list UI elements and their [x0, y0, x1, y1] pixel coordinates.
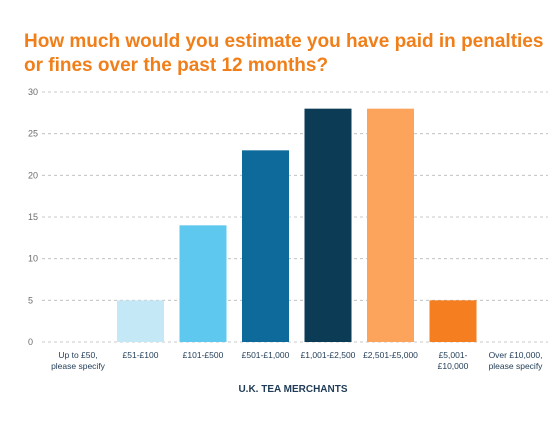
x-tick-label: £101-£500: [183, 350, 224, 360]
bar: [117, 300, 164, 342]
x-tick-label: £5,001-£10,000: [438, 350, 469, 371]
y-tick-label: 25: [28, 129, 38, 139]
y-tick-label: 5: [28, 295, 33, 305]
bar: [367, 108, 414, 343]
bar: [179, 225, 227, 342]
y-tick-label: 10: [28, 254, 38, 264]
x-tick-label: £501-£1,000: [242, 350, 290, 360]
y-axis-ticks: 0 5 10 15 20 25 30: [28, 87, 38, 347]
x-tick-label: £51-£100: [123, 350, 159, 360]
y-tick-label: 15: [28, 212, 38, 222]
x-tick-label: Over £10,000, please specify: [489, 350, 544, 371]
bars: [117, 108, 477, 343]
bar: [304, 108, 352, 343]
y-tick-label: 20: [28, 170, 38, 180]
x-tick-label: Up to £50, please specify: [51, 350, 106, 371]
x-axis-label: U.K. TEA MERCHANTS: [238, 384, 347, 395]
x-tick-label: £2,501-£5,000: [363, 350, 418, 360]
bar: [429, 300, 477, 342]
x-axis-categories: Up to £50, please specify £51-£100 £101-£50…: [51, 350, 543, 371]
bar: [242, 150, 289, 342]
x-tick-label: £1,001-£2,500: [301, 350, 356, 360]
chart-title: How much would you estimate you have pai…: [24, 31, 544, 76]
y-tick-label: 0: [28, 337, 33, 347]
y-tick-label: 30: [28, 87, 38, 97]
